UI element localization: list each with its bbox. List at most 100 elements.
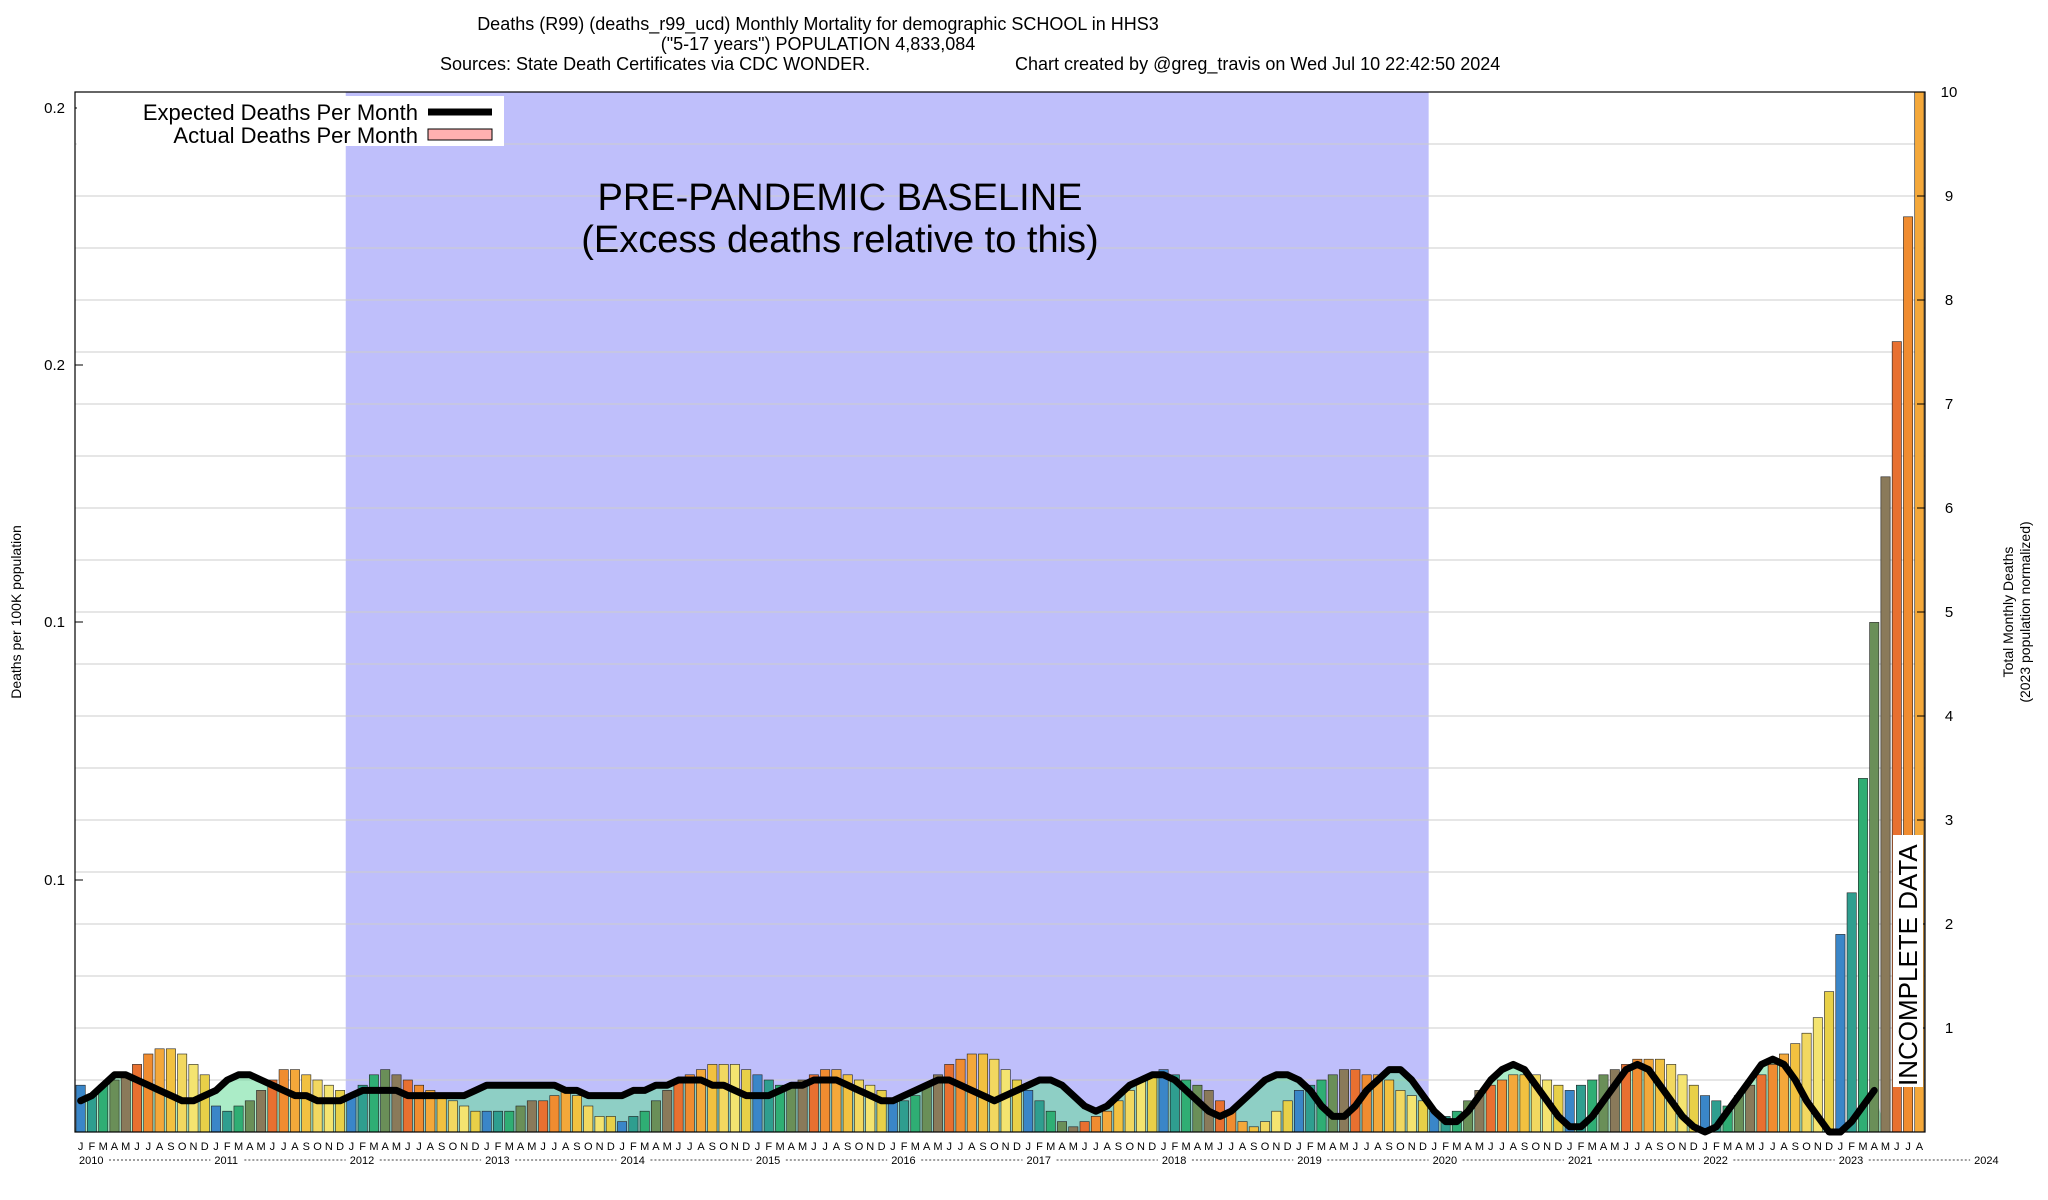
y-right-tick-label: 5 [1945,604,1953,621]
actual-bar [1124,1090,1135,1133]
actual-bar [1079,1121,1090,1133]
expected-area [75,1059,1925,1132]
actual-bar [1260,1121,1271,1133]
actual-bar [1632,1058,1643,1133]
x-month-label: J [281,1141,287,1153]
chart-title-line1: Deaths (R99) (deaths_r99_ucd) Monthly Mo… [477,14,1159,35]
x-month-label: N [1814,1141,1822,1153]
y-right-tick-label: 10 [1941,84,1958,101]
x-month-label: N [1002,1141,1010,1153]
x-year-label: 2019 [1297,1155,1321,1167]
x-month-label: A [923,1141,931,1153]
x-month-label: A [1871,1141,1879,1153]
actual-bar [199,1074,210,1133]
x-month-label: A [1374,1141,1382,1153]
y-right-axis: 1 2 3 4 5 6 7 8 9 10 [1917,84,1957,1037]
actual-bar [312,1079,323,1133]
x-axis-year-labels: 2010 2011 2012 2013 2014 2015 2016 2017 2018 2019… [79,1155,1999,1167]
x-month-label: A [427,1141,435,1153]
x-month-label: J [349,1141,355,1153]
actual-bar [1113,1100,1124,1133]
x-month-label: J [811,1141,817,1153]
x-month-label: S [167,1141,174,1153]
y-right-axis-title-line1: Total Monthly Deaths [2000,547,2016,678]
x-month-label: J [676,1141,682,1153]
x-month-label: N [1272,1141,1280,1153]
actual-bar [504,1110,515,1133]
x-month-label: M [1881,1141,1890,1153]
x-month-label: A [382,1141,390,1153]
actual-bar [944,1064,955,1133]
y-right-tick-label: 7 [1945,396,1953,413]
actual-bar [323,1084,334,1133]
x-month-label: M [1069,1141,1078,1153]
actual-bar [470,1110,481,1133]
x-month-label: F [1036,1141,1043,1153]
x-month-label: F [630,1141,637,1153]
x-month-label: D [1554,1141,1562,1153]
actual-bar [1248,1126,1259,1133]
x-month-label: S [1521,1141,1528,1153]
actual-bar [1846,892,1857,1133]
actual-bar [75,1084,86,1133]
y-right-tick-label: 9 [1945,188,1953,205]
chart-title-line2: ("5-17 years") POPULATION 4,833,084 [661,34,976,54]
actual-bar [459,1105,470,1133]
actual-bar [729,1064,740,1133]
actual-bar [1497,1079,1507,1133]
x-month-label: M [1046,1141,1055,1153]
actual-bar [447,1100,458,1133]
actual-bar [1339,1069,1349,1133]
actual-bar [1034,1100,1045,1133]
x-month-label: J [958,1141,964,1153]
x-month-label: S [979,1141,986,1153]
x-month-label: D [1013,1141,1021,1153]
x-month-label: N [1678,1141,1686,1153]
actual-bar [1293,1090,1304,1133]
x-month-label: O [1667,1141,1676,1153]
x-month-label: O [449,1141,458,1153]
actual-bar [786,1084,797,1133]
y-right-tick-label: 8 [1945,292,1953,309]
actual-bar [222,1110,233,1133]
x-month-label: J [213,1141,219,1153]
y-right-tick-label: 6 [1945,500,1953,517]
actual-bar [662,1090,673,1133]
actual-bar [560,1090,571,1133]
x-year-label: 2021 [1568,1155,1592,1167]
x-month-label: D [471,1141,479,1153]
x-month-label: F [1307,1141,1314,1153]
x-month-label: J [1623,1141,1629,1153]
y-left-axis-title: Deaths per 100K population [8,525,24,699]
x-month-label: A [291,1141,299,1153]
actual-bar [380,1069,391,1133]
x-month-label: J [946,1141,952,1153]
x-month-label: D [607,1141,615,1153]
actual-bar [402,1079,413,1133]
actual-bar [278,1069,289,1133]
x-month-label: J [755,1141,761,1153]
x-month-label: J [1567,1141,1573,1153]
x-month-label: M [640,1141,649,1153]
x-month-label: F [1713,1141,1720,1153]
x-month-label: J [1082,1141,1088,1153]
actual-bar [368,1074,379,1133]
y-left-tick-label: 0.1 [44,872,65,889]
x-month-label: F [1848,1141,1855,1153]
x-month-label: M [1723,1141,1732,1153]
x-month-label: O [855,1141,864,1153]
x-month-label: M [1588,1141,1597,1153]
x-month-label: A [833,1141,841,1153]
x-month-label: J [78,1141,84,1153]
x-month-label: D [201,1141,209,1153]
x-month-label: S [709,1141,716,1153]
x-month-label: A [1103,1141,1111,1153]
incomplete-data-label: INCOMPLETE DATA [1893,835,1923,1087]
x-month-label: A [1916,1141,1924,1153]
x-month-label: M [933,1141,942,1153]
actual-bar [549,1095,560,1133]
chart-sources: Sources: State Death Certificates via CD… [440,54,870,74]
x-month-label: J [146,1141,152,1153]
